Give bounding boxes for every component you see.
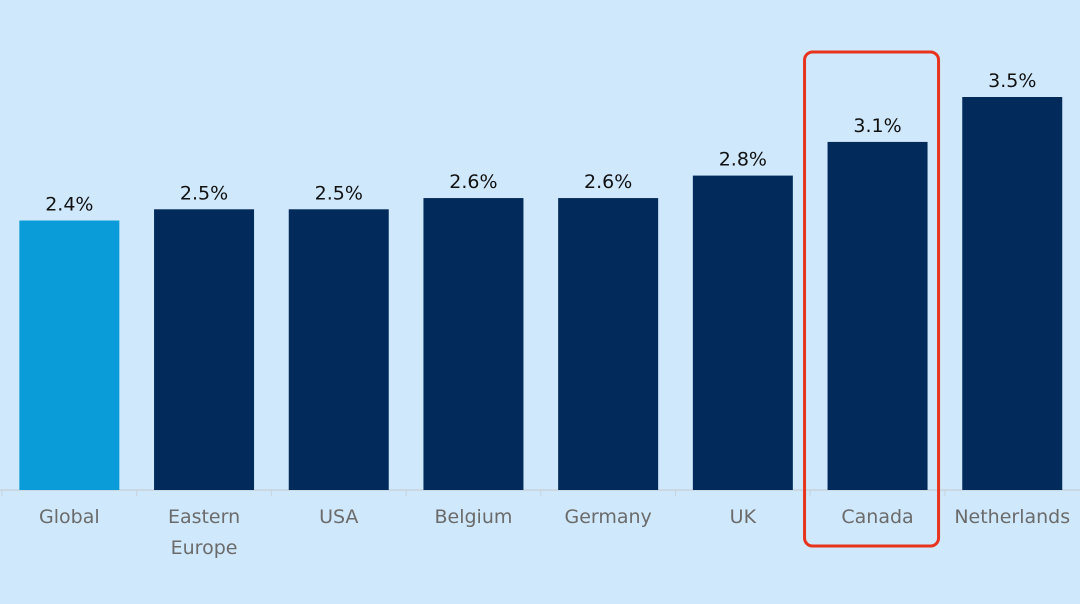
bar [692, 175, 793, 490]
bar [558, 198, 659, 491]
value-label: 2.4% [45, 194, 93, 216]
value-label: 2.6% [584, 171, 632, 193]
bar [288, 209, 389, 491]
value-label: 2.8% [719, 149, 767, 171]
bar [423, 198, 524, 491]
bar [19, 220, 120, 490]
value-label: 2.6% [449, 171, 497, 193]
x-tick-label: Belgium [434, 506, 513, 528]
value-label: 3.1% [853, 115, 901, 137]
highlight-box [803, 50, 941, 548]
value-label: 2.5% [180, 182, 228, 204]
bar [962, 97, 1063, 490]
bar [827, 141, 928, 490]
x-tick-label: USA [319, 506, 359, 528]
x-tick-label: Global [39, 506, 100, 528]
x-tick-label: Germany [564, 506, 652, 528]
value-label: 2.5% [315, 182, 363, 204]
x-tick-label: Canada [841, 506, 914, 528]
value-label: 3.5% [988, 70, 1036, 92]
x-tick-label: Netherlands [954, 506, 1071, 528]
bar [154, 209, 255, 491]
x-tick-label: UK [729, 506, 757, 528]
x-tick-label: Eastern Europe [167, 506, 241, 559]
